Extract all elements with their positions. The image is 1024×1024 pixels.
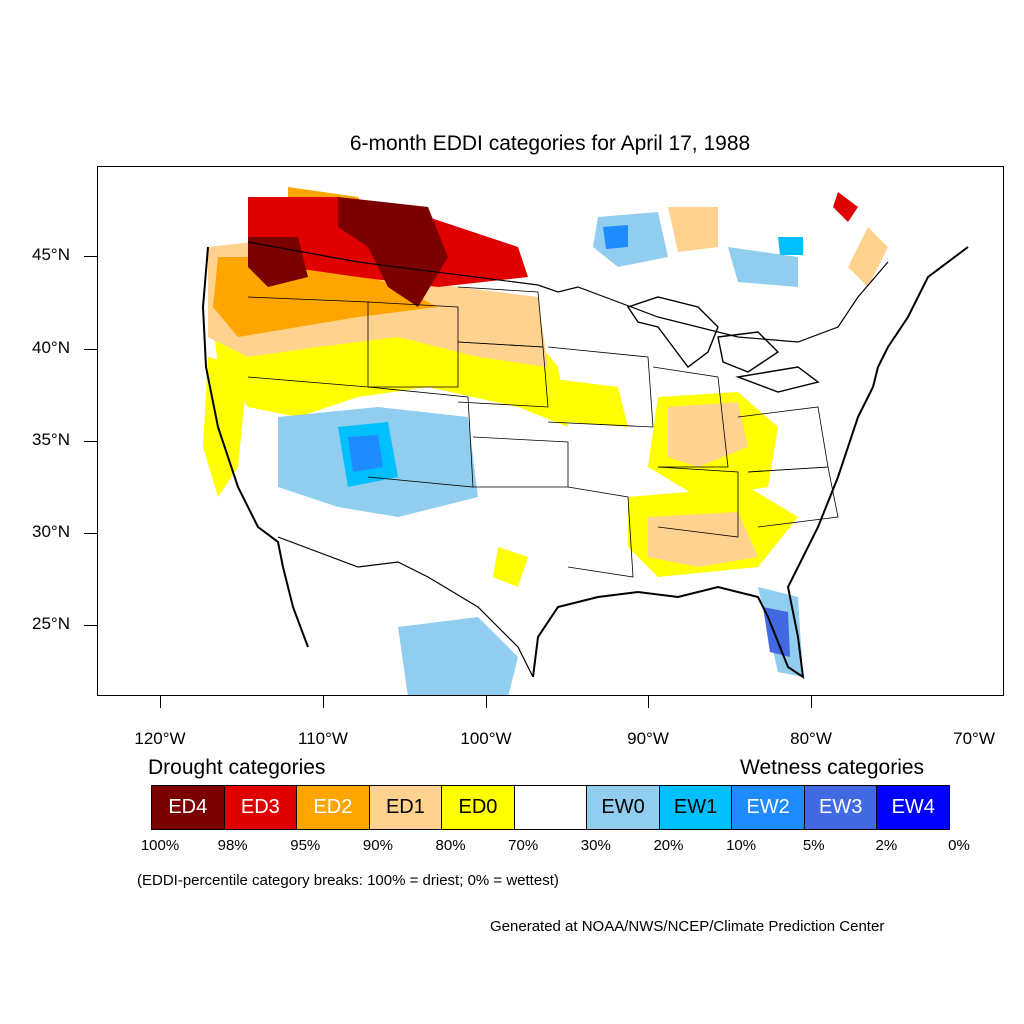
lon-label-90w: 90°W: [627, 729, 669, 748]
break-label: 80%: [435, 837, 466, 854]
break-label: 10%: [726, 837, 757, 854]
lat-label-30n: 30°N: [32, 522, 70, 541]
ed0-region-plains: [538, 377, 628, 427]
break-label: 20%: [653, 837, 684, 854]
ew2-region-canada: [603, 225, 628, 249]
lon-label-80w: 80°W: [790, 729, 832, 748]
legend-swatch-ew0: EW0: [587, 786, 660, 829]
lon-tick: [811, 696, 812, 708]
lat-tick: [84, 533, 97, 534]
ew2-region-colorado: [348, 435, 383, 472]
ed4-region-montana: [338, 197, 448, 307]
ed1-region-northeast: [848, 227, 888, 287]
lat-label-45n: 45°N: [32, 245, 70, 264]
great-lakes: [626, 296, 820, 393]
ed1-region-ohio: [668, 402, 748, 467]
ed1-region-greatlakes: [668, 207, 718, 252]
wetness-heading: Wetness categories: [740, 756, 925, 779]
map-canvas: [201, 187, 969, 695]
us-mexico-border: [277, 536, 534, 678]
legend-swatch-ew1: EW1: [659, 786, 733, 829]
lat-label-40n: 40°N: [32, 338, 70, 357]
legend-swatch-ed2: ED2: [297, 786, 370, 829]
break-label: 5%: [802, 837, 825, 854]
ew0-region-mexico: [398, 617, 518, 695]
ed0-region-texas: [493, 547, 528, 587]
legend-swatch-neutral: [514, 786, 588, 829]
us-canada-border: [247, 241, 889, 343]
break-label: 0%: [948, 837, 970, 854]
ed1-region-southeast: [648, 512, 758, 567]
lon-tick: [486, 696, 487, 708]
credit-line: Generated at NOAA/NWS/NCEP/Climate Predi…: [490, 918, 885, 935]
break-label: 95%: [290, 837, 321, 854]
ed0-region-westcoast: [203, 357, 248, 497]
legend-swatch-ed4: ED4: [152, 786, 225, 829]
boundaries: [201, 241, 969, 680]
legend-swatch-ew3: EW3: [804, 786, 878, 829]
gulf-coastline: [532, 246, 969, 680]
lat-tick: [84, 256, 97, 257]
legend-swatch-ed3: ED3: [224, 786, 298, 829]
eddi-map: [97, 166, 1004, 696]
legend-swatch-ed0: ED0: [442, 786, 515, 829]
footnote: (EDDI-percentile category breaks: 100% =…: [137, 872, 559, 889]
west-coastline: [201, 246, 309, 648]
lon-tick: [648, 696, 649, 708]
break-label: 90%: [362, 837, 393, 854]
map-title: 6-month EDDI categories for April 17, 19…: [349, 132, 751, 155]
lon-label-70w: 70°W: [953, 729, 995, 748]
break-label: 70%: [508, 837, 539, 854]
lat-tick: [84, 441, 97, 442]
ew0-region-canada: [593, 212, 668, 267]
lon-label-110w: 110°W: [298, 729, 348, 748]
legend-swatch-ed1: ED1: [369, 786, 443, 829]
lat-tick: [84, 349, 97, 350]
lat-label-25n: 25°N: [32, 614, 70, 633]
lon-label-120w: 120°W: [134, 729, 186, 748]
break-label: 100%: [140, 837, 180, 854]
category-legend: ED4 ED3 ED2 ED1 ED0 EW0 EW1 EW2 EW3 EW4: [151, 785, 950, 830]
lon-tick: [160, 696, 161, 708]
ew1-region-ontario: [778, 237, 803, 255]
category-shading: [203, 187, 888, 695]
lon-tick: [323, 696, 324, 708]
ed4-region-oregon: [248, 237, 308, 287]
legend-swatch-ew2: EW2: [732, 786, 805, 829]
legend-swatch-ew4: EW4: [877, 786, 950, 829]
lat-label-35n: 35°N: [32, 430, 70, 449]
break-label: 2%: [875, 837, 898, 854]
break-label: 98%: [217, 837, 248, 854]
lat-tick: [84, 625, 97, 626]
break-label: 30%: [580, 837, 611, 854]
ed3-region-maine: [833, 192, 858, 222]
state-lines: [247, 286, 839, 578]
drought-heading: Drought categories: [148, 756, 326, 779]
ew0-region-ontario: [728, 247, 798, 287]
lon-label-100w: 100°W: [460, 729, 512, 748]
